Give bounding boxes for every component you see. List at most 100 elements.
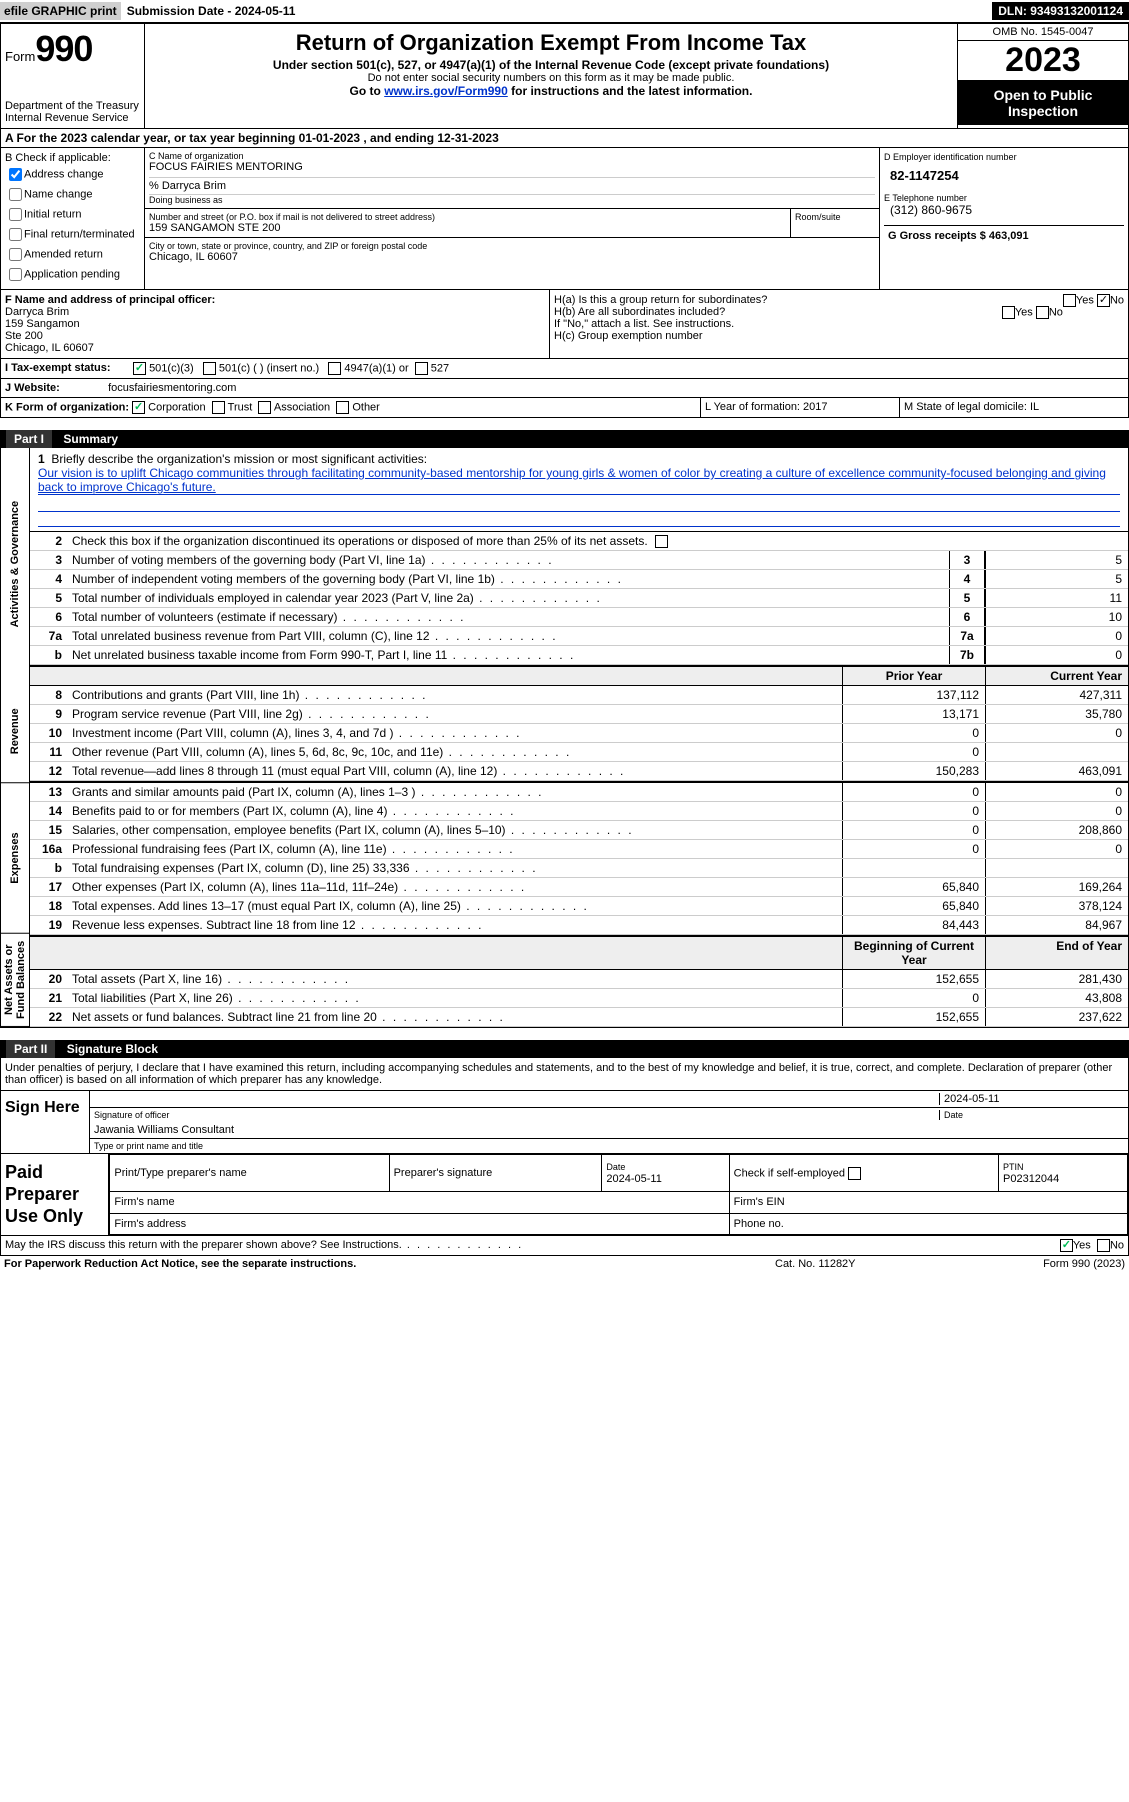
chk-amended-return[interactable]: Amended return bbox=[5, 245, 140, 264]
row-i-tax-status: I Tax-exempt status: ✓ 501(c)(3) 501(c) … bbox=[0, 359, 1129, 379]
chk-amended-return-box[interactable] bbox=[9, 248, 22, 261]
begin-end-header: Beginning of Current Year End of Year bbox=[30, 935, 1128, 970]
discuss-yes-box[interactable]: ✓ bbox=[1060, 1239, 1073, 1252]
line2-checkbox[interactable] bbox=[655, 535, 668, 548]
vtab-netassets: Net Assets or Fund Balances bbox=[1, 933, 29, 1027]
summary-line: 4Number of independent voting members of… bbox=[30, 570, 1128, 589]
hb-yes-box[interactable] bbox=[1002, 306, 1015, 319]
summary-line: 16aProfessional fundraising fees (Part I… bbox=[30, 840, 1128, 859]
discuss-no: No bbox=[1110, 1240, 1124, 1252]
chk-527[interactable] bbox=[415, 362, 428, 375]
ha-yn: Yes ✓No bbox=[1063, 294, 1124, 307]
phone-no-label: Phone no. bbox=[729, 1213, 1127, 1235]
line-desc: Benefits paid to or for members (Part IX… bbox=[68, 802, 842, 820]
ha-yes-box[interactable] bbox=[1063, 294, 1076, 307]
hdr-end: End of Year bbox=[985, 937, 1128, 969]
summary-line: bTotal fundraising expenses (Part IX, co… bbox=[30, 859, 1128, 878]
city-block: City or town, state or province, country… bbox=[145, 237, 879, 266]
line-a-tax-year: A For the 2023 calendar year, or tax yea… bbox=[0, 129, 1129, 148]
chk-name-change-box[interactable] bbox=[9, 188, 22, 201]
chk-other[interactable] bbox=[336, 401, 349, 414]
summary-line: 12Total revenue—add lines 8 through 11 (… bbox=[30, 762, 1128, 781]
chk-application-pending-box[interactable] bbox=[9, 268, 22, 281]
chk-501c[interactable] bbox=[203, 362, 216, 375]
line-desc: Total revenue—add lines 8 through 11 (mu… bbox=[68, 762, 842, 780]
opt-other: Other bbox=[352, 401, 380, 413]
firm-name-row: Firm's name Firm's EIN bbox=[110, 1192, 1128, 1214]
check-if-text: Check if self-employed bbox=[734, 1167, 845, 1179]
chk-final-return-label: Final return/terminated bbox=[24, 228, 135, 240]
part1-body: Activities & Governance Revenue Expenses… bbox=[0, 448, 1129, 1028]
discuss-yn: ✓Yes No bbox=[1060, 1239, 1124, 1252]
summary-table: 1 Briefly describe the organization's mi… bbox=[30, 448, 1128, 1027]
line-num: 21 bbox=[30, 989, 68, 1007]
line-prior: 137,112 bbox=[842, 686, 985, 704]
chk-final-return-box[interactable] bbox=[9, 228, 22, 241]
line-value: 10 bbox=[985, 608, 1128, 626]
line-prior: 0 bbox=[842, 802, 985, 820]
ha-row: H(a) Is this a group return for subordin… bbox=[554, 294, 1124, 306]
line1-label: Briefly describe the organization's miss… bbox=[51, 452, 427, 466]
chk-4947[interactable] bbox=[328, 362, 341, 375]
goto-prefix: Go to bbox=[350, 84, 385, 98]
chk-corp[interactable]: ✓ bbox=[132, 401, 145, 414]
firm-name-label: Firm's name bbox=[110, 1192, 729, 1214]
chk-assoc[interactable] bbox=[258, 401, 271, 414]
city-label: City or town, state or province, country… bbox=[149, 241, 875, 251]
discuss-no-box[interactable] bbox=[1097, 1239, 1110, 1252]
hb-no-box[interactable] bbox=[1036, 306, 1049, 319]
line-current: 84,967 bbox=[985, 916, 1128, 934]
part1-title: Summary bbox=[63, 432, 118, 446]
row-i-content: ✓ 501(c)(3) 501(c) ( ) (insert no.) 4947… bbox=[129, 359, 1128, 378]
header-right: OMB No. 1545-0047 2023 Open to Public In… bbox=[957, 24, 1128, 128]
line-value: 0 bbox=[985, 627, 1128, 645]
prep-hdr-row: Print/Type preparer's name Preparer's si… bbox=[110, 1155, 1128, 1192]
chk-initial-return[interactable]: Initial return bbox=[5, 205, 140, 224]
goto-link[interactable]: www.irs.gov/Form990 bbox=[384, 84, 508, 98]
form-of-org: K Form of organization: ✓ Corporation Tr… bbox=[1, 398, 700, 417]
line-desc: Net unrelated business taxable income fr… bbox=[68, 646, 949, 664]
chk-initial-return-box[interactable] bbox=[9, 208, 22, 221]
open-to-public: Open to Public Inspection bbox=[958, 81, 1128, 125]
officer-addr2: Ste 200 bbox=[5, 330, 545, 342]
hc-label: H(c) Group exemption number bbox=[554, 330, 1124, 342]
submission-date: Submission Date - 2024-05-11 bbox=[127, 4, 296, 18]
line-value: 0 bbox=[985, 646, 1128, 664]
chk-amended-return-label: Amended return bbox=[24, 248, 103, 260]
line-num: 4 bbox=[30, 570, 68, 588]
chk-application-pending[interactable]: Application pending bbox=[5, 265, 140, 284]
chk-name-change[interactable]: Name change bbox=[5, 185, 140, 204]
prep-sig-label: Preparer's signature bbox=[389, 1155, 602, 1192]
chk-final-return[interactable]: Final return/terminated bbox=[5, 225, 140, 244]
officer-sig-area[interactable] bbox=[94, 1093, 939, 1105]
line-num: 7a bbox=[30, 627, 68, 645]
hb-note: If "No," attach a list. See instructions… bbox=[554, 318, 1124, 330]
firm-addr-label: Firm's address bbox=[110, 1213, 729, 1235]
line-desc: Total number of volunteers (estimate if … bbox=[68, 608, 949, 626]
ein-value: 82-1147254 bbox=[884, 162, 1124, 193]
line-value: 11 bbox=[985, 589, 1128, 607]
ha-no-box[interactable]: ✓ bbox=[1097, 294, 1110, 307]
line-current bbox=[985, 743, 1128, 761]
org-name: FOCUS FAIRIES MENTORING bbox=[149, 161, 875, 173]
chk-name-change-label: Name change bbox=[24, 188, 93, 200]
chk-trust[interactable] bbox=[212, 401, 225, 414]
header-sub2: Do not enter social security numbers on … bbox=[149, 72, 953, 84]
header-center: Return of Organization Exempt From Incom… bbox=[145, 24, 957, 128]
k-label: K Form of organization: bbox=[5, 401, 129, 413]
line-current: 0 bbox=[985, 783, 1128, 801]
chk-501c3[interactable]: ✓ bbox=[133, 362, 146, 375]
line-num: 3 bbox=[30, 551, 68, 569]
hb-yes: Yes bbox=[1015, 306, 1033, 318]
sig-officer-label: Signature of officer bbox=[94, 1110, 939, 1120]
hb-no: No bbox=[1049, 306, 1063, 318]
self-employed-box[interactable] bbox=[848, 1167, 861, 1180]
summary-line: 22Net assets or fund balances. Subtract … bbox=[30, 1008, 1128, 1027]
col-b-title: B Check if applicable: bbox=[5, 152, 140, 164]
line-current bbox=[985, 859, 1128, 877]
officer-sig-date-val: 2024-05-11 bbox=[939, 1093, 1124, 1105]
opt-527: 527 bbox=[431, 362, 449, 374]
paperwork-notice: For Paperwork Reduction Act Notice, see … bbox=[4, 1258, 775, 1270]
chk-address-change[interactable]: Address change bbox=[5, 165, 140, 184]
chk-address-change-box[interactable] bbox=[9, 168, 22, 181]
